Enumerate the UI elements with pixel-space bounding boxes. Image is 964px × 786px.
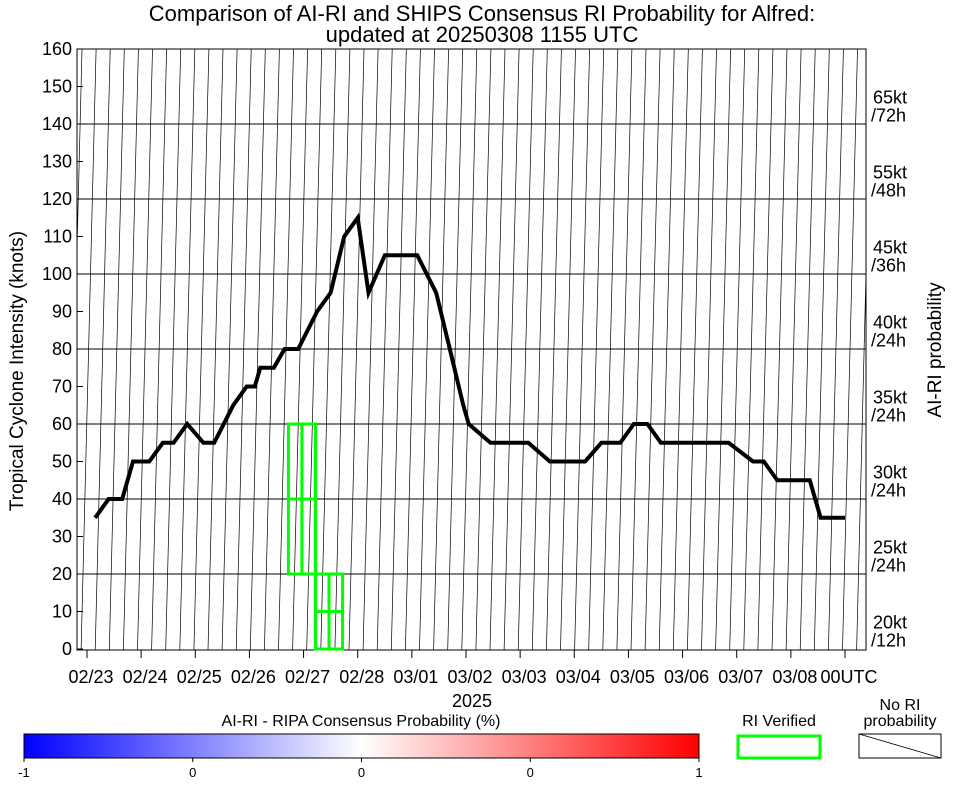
y-tick-label: 80 [52, 339, 72, 359]
y-tick-label: 50 [52, 452, 72, 472]
y-tick-label: 110 [43, 227, 72, 247]
right-axis-labels: 20kt/12h25kt/24h30kt/24h35kt/24h40kt/24h… [871, 87, 907, 650]
right-label-threshold: 30kt [873, 462, 907, 482]
x-tick-label: 02/24 [123, 667, 168, 687]
chart-subtitle: updated at 20250308 1155 UTC [326, 22, 639, 47]
ri-verified-boxes [286, 422, 345, 651]
y-axis-ticks: 0 10 20 30 40 50 60 70 80 90 100 110 120 130 140 150 160 [42, 39, 83, 659]
y-tick-label: 140 [42, 114, 72, 134]
x-tick-label: 03/03 [502, 667, 547, 687]
x-tick-label: 03/07 [718, 667, 763, 687]
y-tick-label: 130 [42, 152, 72, 172]
y-axis-label: Tropical Cyclone Intensity (knots) [7, 231, 28, 511]
x-tick-label: 03/04 [556, 667, 601, 687]
right-label-threshold: 25kt [873, 537, 907, 557]
ri-verified-legend-swatch [736, 734, 822, 760]
right-label-period: /12h [871, 630, 906, 650]
right-label-period: /24h [871, 480, 906, 500]
x-tick-label: 03/06 [664, 667, 709, 687]
y-tick-label: 60 [52, 414, 72, 434]
y-tick-label: 10 [52, 602, 72, 622]
y-tick-label: 90 [52, 302, 72, 322]
right-label-threshold: 65kt [873, 87, 907, 107]
colorbar-tick-label: 1 [695, 765, 702, 780]
y-tick-label: 100 [42, 264, 72, 284]
y-tick-label: 0 [62, 639, 72, 659]
intensity-series [93, 212, 845, 520]
right-label-threshold: 40kt [873, 312, 907, 332]
right-label-threshold: 20kt [873, 612, 907, 632]
y2-axis-label: AI-RI probability [925, 282, 946, 418]
colorbar [23, 733, 700, 759]
x-tick-label: 02/26 [231, 667, 276, 687]
x-tick-label: 02/25 [177, 667, 222, 687]
y-gridlines [77, 123, 866, 575]
x-tick-label: 03/05 [610, 667, 655, 687]
colorbar-tick-label: -1 [18, 765, 30, 780]
x-tick-label: 02/23 [68, 667, 113, 687]
colorbar-ticks: -1 0 0 0 1 [18, 758, 703, 780]
no-ri-legend-label-line2: probability [864, 713, 937, 730]
y-tick-label: 40 [52, 489, 72, 509]
x-tick-label: 03/08 [772, 667, 817, 687]
colorbar-tick-label: 0 [358, 765, 365, 780]
right-label-period: /24h [871, 405, 906, 425]
x-tick-label: 03/02 [447, 667, 492, 687]
ri-verified-legend-label: RI Verified [742, 713, 816, 730]
y-tick-label: 70 [52, 377, 72, 397]
right-label-period: /24h [871, 330, 906, 350]
chart-title: Comparison of AI-RI and SHIPS Consensus … [149, 1, 815, 26]
y-tick-label: 120 [42, 189, 72, 209]
right-label-threshold: 45kt [873, 237, 907, 257]
x-axis-label: 2025 [452, 691, 492, 711]
x-axis-ticks: 02/23 02/24 02/25 02/26 02/27 02/28 03/01 03/02… [68, 650, 878, 687]
right-label-period: /36h [871, 255, 906, 275]
right-label-threshold: 35kt [873, 387, 907, 407]
y-tick-label: 20 [52, 564, 72, 584]
intensity-line [93, 212, 845, 520]
right-label-period: /48h [871, 180, 906, 200]
right-label-period: /72h [871, 105, 906, 125]
hatch-line [77, 49, 83, 264]
x-tick-label: 03/01 [393, 667, 438, 687]
right-label-threshold: 55kt [873, 162, 907, 182]
colorbar-label: AI-RI - RIPA Consensus Probability (%) [222, 713, 501, 730]
y-tick-label: 160 [42, 39, 72, 59]
no-ri-legend-hatch [858, 733, 942, 759]
no-ri-legend-label-line1: No RI [880, 697, 921, 714]
x-tick-label: 02/28 [339, 667, 384, 687]
x-tick-label: 02/27 [285, 667, 330, 687]
colorbar-tick-label: 0 [527, 765, 534, 780]
x-tick-label: 00UTC [820, 667, 877, 687]
colorbar-tick-label: 0 [189, 765, 196, 780]
right-label-period: /24h [871, 555, 906, 575]
y-tick-label: 30 [52, 527, 72, 547]
y-tick-label: 150 [42, 77, 72, 97]
